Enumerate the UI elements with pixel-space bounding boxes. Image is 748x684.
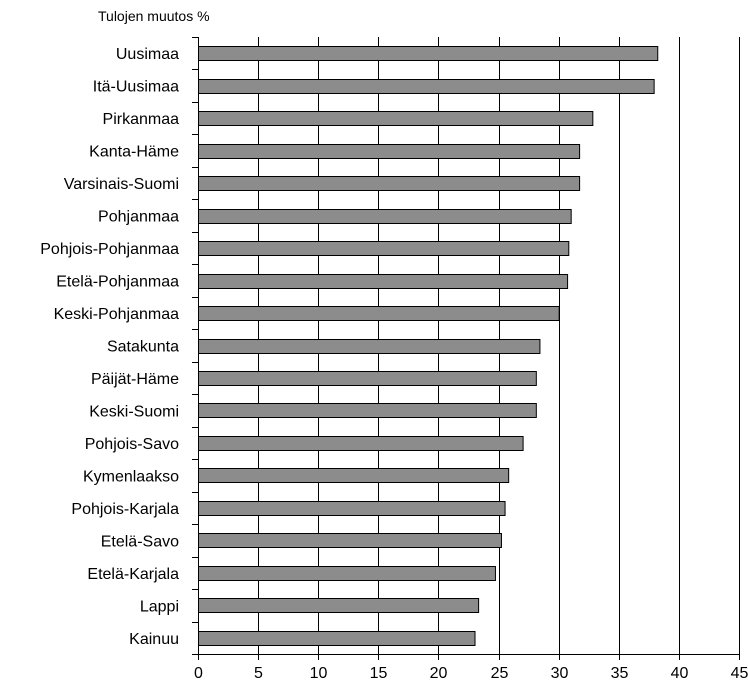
- bar: [198, 176, 581, 191]
- x-tick-label: 15: [370, 665, 388, 682]
- bar: [198, 339, 541, 354]
- category-label: Keski-Pohjanmaa: [54, 306, 180, 323]
- category-label: Satakunta: [107, 339, 179, 356]
- x-tick-label: 5: [254, 665, 263, 682]
- category-label: Etelä-Karjala: [87, 566, 179, 583]
- category-label: Pohjois-Karjala: [71, 501, 179, 518]
- category-label: Pohjois-Savo: [85, 436, 179, 453]
- category-label: Pohjois-Pohjanmaa: [40, 241, 179, 258]
- bar: [198, 79, 655, 94]
- bar: [198, 241, 570, 256]
- category-label: Pirkanmaa: [103, 111, 180, 128]
- category-label: Kymenlaakso: [83, 468, 179, 485]
- x-tick-label: 20: [430, 665, 448, 682]
- category-label: Varsinais-Suomi: [64, 176, 179, 193]
- bar: [198, 274, 569, 289]
- category-label: Pohjanmaa: [98, 209, 179, 226]
- category-label: Uusimaa: [116, 46, 179, 63]
- bar: [198, 566, 496, 581]
- bar: [198, 533, 502, 548]
- x-tick-label: 10: [310, 665, 328, 682]
- category-label: Etelä-Savo: [101, 533, 179, 550]
- x-tick-labels: 0 5 10 15 20 25 30 35 40 45: [194, 665, 748, 682]
- x-tick-label: 0: [194, 665, 203, 682]
- bar: [198, 144, 581, 159]
- category-label: Lappi: [140, 598, 179, 615]
- category-label: Päijät-Häme: [91, 371, 179, 388]
- category-label: Kanta-Häme: [89, 144, 179, 161]
- bar: [198, 501, 506, 516]
- category-label: Etelä-Pohjanmaa: [56, 274, 179, 291]
- bar: [198, 111, 594, 126]
- x-tick-label: 45: [731, 665, 748, 682]
- y-axis-title: Tulojen muutos %: [98, 8, 210, 24]
- bar: [198, 209, 572, 224]
- x-tick-label: 25: [491, 665, 509, 682]
- bar: [198, 598, 480, 613]
- x-tick-label: 40: [671, 665, 689, 682]
- category-labels: Uusimaa Itä-Uusimaa Pirkanmaa Kanta-Häme Var…: [40, 46, 179, 648]
- category-label: Kainuu: [129, 631, 179, 648]
- x-tick-label: 35: [611, 665, 629, 682]
- bar: [198, 46, 659, 61]
- bar: [198, 403, 537, 418]
- category-label: Keski-Suomi: [89, 403, 179, 420]
- bar: [198, 468, 510, 483]
- bar: [198, 631, 476, 646]
- category-label: Itä-Uusimaa: [93, 79, 179, 96]
- bar: [198, 371, 537, 386]
- bars: [198, 46, 659, 646]
- bar: [198, 436, 524, 451]
- axes: [192, 37, 740, 660]
- bar: [198, 306, 560, 321]
- x-tick-label: 30: [551, 665, 569, 682]
